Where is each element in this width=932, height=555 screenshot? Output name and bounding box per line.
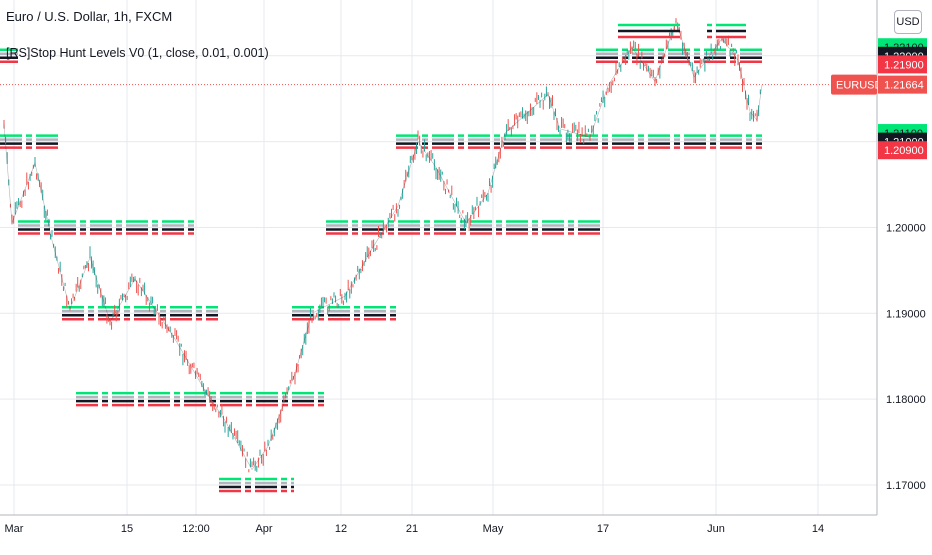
currency-button[interactable]: USD (894, 10, 922, 34)
level-tag-label: 1.20900 (884, 145, 924, 157)
y-tick-label: 1.18000 (886, 394, 926, 406)
y-tick-label: 1.20000 (886, 222, 926, 234)
last-price-tag-label: 1.21664 (884, 80, 924, 92)
level-tag (878, 141, 927, 160)
x-tick-label: 21 (406, 523, 418, 535)
y-tick-label: 1.19000 (886, 308, 926, 320)
x-tick-label: 12:00 (182, 523, 210, 535)
symbol-tag-label: EURUSD (836, 80, 883, 92)
y-tick-label: 1.17000 (886, 480, 926, 492)
indicator-title: [RS]Stop Hunt Levels V0 (1, close, 0.01,… (6, 46, 269, 60)
x-tick-label: Apr (255, 523, 272, 535)
level-tag (878, 55, 927, 74)
x-tick-label: May (483, 523, 504, 535)
symbol-title: Euro / U.S. Dollar, 1h, FXCM (6, 9, 173, 24)
level-tag-label: 1.21900 (884, 59, 924, 71)
x-tick-label: 12 (335, 523, 347, 535)
symbol-tag (831, 74, 877, 95)
x-tick-label: Jun (707, 523, 725, 535)
x-tick-label: 17 (597, 523, 609, 535)
x-tick-label: Mar (5, 523, 24, 535)
x-tick-label: 15 (121, 523, 133, 535)
last-price-tag (878, 75, 927, 94)
x-tick-label: 14 (812, 523, 824, 535)
